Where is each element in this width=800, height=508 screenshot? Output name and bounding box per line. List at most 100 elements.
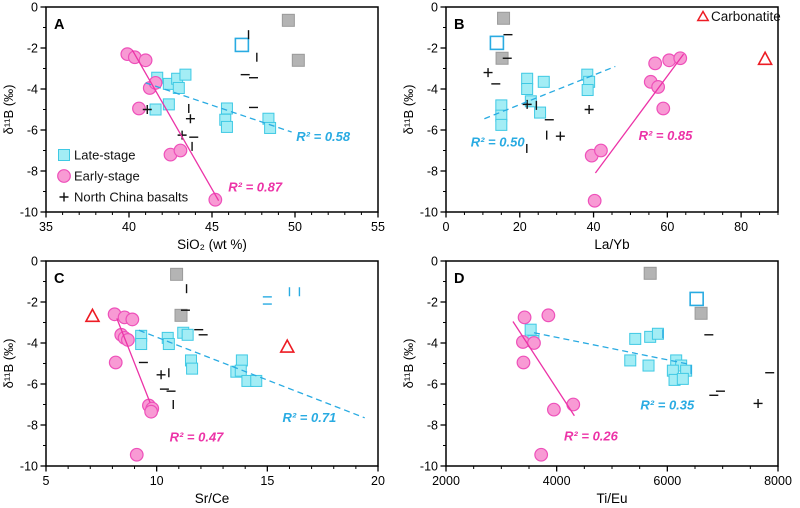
series-late-stage (149, 68, 277, 134)
y-axis-title: δ¹¹B (‰) (401, 339, 416, 389)
axes: 35 40 45 50 55 0 -2 -4 -6 -8 -10 SiO₂ (wt %) δ¹¹B (‰… (1, 1, 385, 253)
panel-c-chart: 5 10 15 20 0 -2 -4 -6 -8 -10 Sr/Ce δ¹¹B (‰) R² = 0.7… (1, 255, 385, 507)
y-tick-label: -8 (27, 419, 38, 433)
x-tick-label: 40 (587, 220, 601, 234)
series-late-stage-ticks (662, 329, 692, 375)
axes: 0 20 40 60 80 0 -2 -4 -6 -8 -10 La/Yb δ¹¹B (‰) (401, 1, 779, 252)
x-axis-title: SiO₂ (wt %) (177, 237, 247, 252)
panel-letter: C (54, 271, 65, 287)
x-tick-label: 40 (122, 220, 136, 234)
y-tick-label: -10 (20, 460, 38, 474)
x-tick-label: 10 (150, 474, 164, 488)
y-axis-title: δ¹¹B (‰) (401, 85, 416, 135)
r-squared-label: R² = 0.58 (296, 129, 351, 144)
series-reference (170, 267, 188, 322)
trendline: R² = 0.26 (512, 321, 619, 443)
y-axis-title: δ¹¹B (‰) (1, 85, 16, 135)
x-axis-title: La/Yb (594, 237, 629, 252)
y-tick-label: 0 (431, 1, 438, 15)
series-late-stage (135, 326, 263, 387)
y-tick-label: -8 (27, 165, 38, 179)
x-tick-label: 15 (260, 474, 274, 488)
series-reference (643, 266, 708, 320)
panel-letter: D (454, 271, 464, 287)
series-late-stage (524, 323, 693, 386)
series-late-stage-open (234, 37, 250, 53)
trendline: R² = 0.58 (145, 82, 351, 144)
x-tick-label: 60 (660, 220, 674, 234)
series-early-stage (120, 47, 223, 207)
series-north-china-basalts (138, 284, 208, 409)
legend-label: Carbonatite (711, 9, 781, 24)
panel-d-chart: 2000 4000 6000 8000 0 -2 -4 -6 -8 -10 Ti/Eu δ¹¹B (‰… (401, 255, 792, 507)
trendline: R² = 0.50 (471, 65, 616, 149)
panel-letter: B (454, 17, 464, 33)
y-tick-label: 0 (31, 1, 38, 15)
panel-b-chart: 0 20 40 60 80 0 -2 -4 -6 -8 -10 La/Yb δ¹¹B (‰) R² = 0… (401, 1, 781, 253)
y-tick-label: -4 (427, 337, 438, 351)
y-tick-label: -4 (27, 337, 38, 351)
series-early-stage (516, 308, 581, 462)
trendline: R² = 0.47 (116, 318, 225, 444)
x-tick-label: 20 (371, 474, 385, 488)
series-late-stage-ticks (262, 287, 301, 305)
y-tick-label: -2 (427, 42, 438, 56)
y-tick-label: -10 (420, 460, 438, 474)
panel-letter: A (54, 17, 65, 33)
y-tick-label: -2 (27, 296, 38, 310)
r-squared-label: R² = 0.35 (640, 398, 695, 413)
r-squared-label: R² = 0.47 (170, 429, 225, 444)
x-tick-label: 0 (443, 220, 450, 234)
series-late-stage (495, 68, 596, 131)
legend-label: Late-stage (74, 148, 135, 163)
y-tick-label: -10 (420, 206, 438, 220)
y-tick-label: -8 (427, 419, 438, 433)
x-tick-label: 80 (734, 220, 748, 234)
panel-a: 35 40 45 50 55 0 -2 -4 -6 -8 -10 SiO₂ (wt %) δ¹¹B (‰… (0, 0, 400, 254)
series-reference (495, 11, 511, 65)
r-squared-label: R² = 0.87 (228, 179, 283, 194)
series-north-china-basalts (483, 33, 594, 153)
r-squared-label: R² = 0.50 (471, 134, 526, 149)
legend-carbonatite: Carbonatite (696, 9, 781, 24)
legend-label: North China basalts (74, 190, 189, 205)
y-tick-label: -2 (27, 42, 38, 56)
x-tick-label: 20 (513, 220, 527, 234)
series-late-stage-open (489, 35, 505, 51)
x-tick-label: 6000 (653, 474, 681, 488)
y-tick-label: -10 (20, 206, 38, 220)
legend-label: Early-stage (74, 169, 140, 184)
y-tick-label: -4 (427, 83, 438, 97)
r-squared-label: R² = 0.71 (282, 410, 336, 425)
x-tick-label: 55 (371, 220, 385, 234)
panel-b: 0 20 40 60 80 0 -2 -4 -6 -8 -10 La/Yb δ¹¹B (‰) R² = 0… (400, 0, 800, 254)
r-squared-label: R² = 0.85 (639, 128, 694, 143)
series-north-china-basalts (142, 30, 258, 151)
y-tick-label: -6 (427, 378, 438, 392)
x-tick-label: 50 (288, 220, 302, 234)
trendline: R² = 0.85 (594, 53, 694, 174)
y-tick-label: 0 (431, 255, 438, 269)
panel-c: 5 10 15 20 0 -2 -4 -6 -8 -10 Sr/Ce δ¹¹B (‰) R² = 0.7… (0, 254, 400, 508)
y-tick-label: -6 (27, 378, 38, 392)
trendline: R² = 0.35 (533, 332, 695, 413)
x-tick-label: 5 (43, 474, 50, 488)
x-tick-label: 8000 (764, 474, 792, 488)
y-tick-label: -8 (427, 165, 438, 179)
series-late-stage-open (689, 291, 704, 307)
x-tick-label: 35 (39, 220, 53, 234)
axes: 2000 4000 6000 8000 0 -2 -4 -6 -8 -10 Ti/Eu δ¹¹B (‰… (401, 255, 792, 507)
series-carbonatite (84, 307, 296, 353)
x-axis-title: Ti/Eu (596, 491, 627, 506)
r-squared-label: R² = 0.26 (564, 428, 619, 443)
trendline: R² = 0.71 (138, 329, 365, 425)
y-tick-label: -6 (427, 124, 438, 138)
series-carbonatite (757, 50, 773, 66)
x-axis-title: Sr/Ce (195, 491, 230, 506)
y-tick-label: -2 (427, 296, 438, 310)
legend: Late-stage Early-stage North China basalts (57, 148, 189, 205)
axes: 5 10 15 20 0 -2 -4 -6 -8 -10 Sr/Ce δ¹¹B (‰) (1, 255, 385, 507)
panel-d: 2000 4000 6000 8000 0 -2 -4 -6 -8 -10 Ti/Eu δ¹¹B (‰… (400, 254, 800, 508)
y-tick-label: 0 (31, 255, 38, 269)
